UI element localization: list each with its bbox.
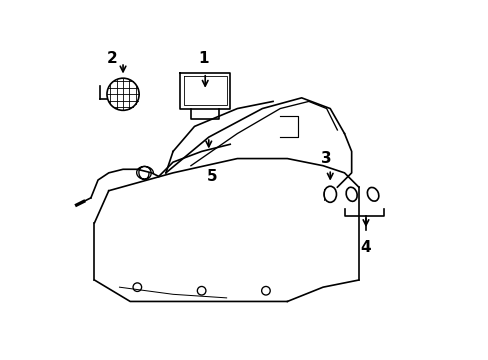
- Text: 3: 3: [321, 151, 331, 166]
- Text: 4: 4: [360, 240, 370, 255]
- Text: 2: 2: [107, 51, 118, 66]
- Text: 1: 1: [198, 51, 208, 66]
- Text: 5: 5: [206, 169, 217, 184]
